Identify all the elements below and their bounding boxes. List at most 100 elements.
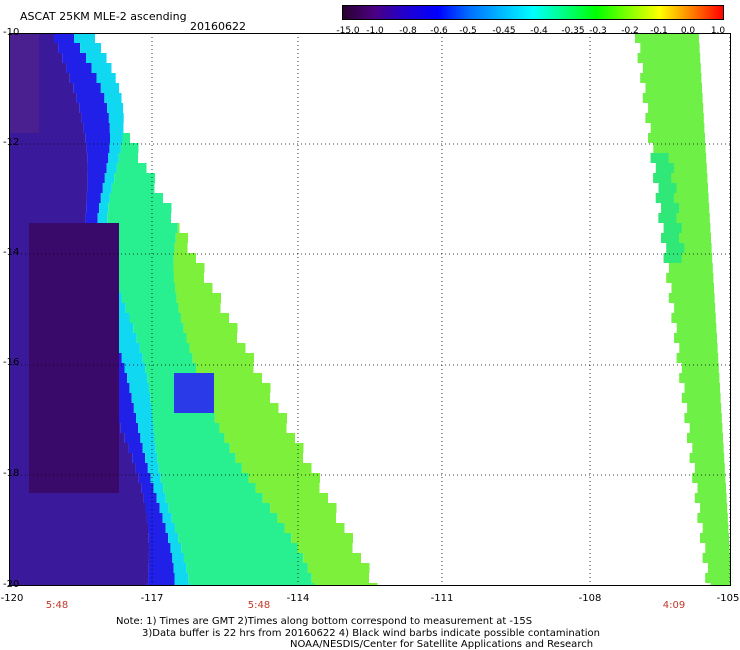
swath-right-cell — [684, 413, 722, 423]
swath-cell-teal — [147, 373, 200, 383]
swath-cell-teal — [112, 263, 174, 273]
colorbar-label: -0.35 — [561, 26, 585, 36]
swath-right-cell — [676, 353, 719, 363]
note-line-3: NOAA/NESDIS/Center for Satellite Applica… — [290, 639, 594, 650]
swath-right-cell — [661, 203, 710, 213]
x-tick-label: -120 — [0, 593, 24, 604]
swath-right-cell — [642, 63, 701, 73]
swath-cell-cyan — [145, 453, 158, 463]
swath-right-cell — [687, 433, 723, 443]
swath-cell-teal — [171, 513, 278, 523]
swath-cell-teal — [165, 493, 263, 503]
swath-cell-teal — [107, 213, 171, 223]
swath-cell-cyan — [109, 313, 130, 323]
swath-cell-blue — [120, 423, 139, 433]
colorbar-label: -1.0 — [366, 26, 384, 36]
swath-right-cell — [645, 83, 702, 93]
swath-cell-blue — [128, 443, 143, 453]
swath-right-cell — [650, 153, 669, 163]
swath-right-cell — [661, 233, 679, 243]
swath-cell-green — [192, 353, 254, 363]
colorbar-label: -0.8 — [399, 26, 417, 36]
colorbar-label: -0.1 — [650, 26, 668, 36]
swath-cell-green — [177, 223, 180, 233]
swath-right-cell — [697, 513, 728, 523]
swath-cell-purple — [9, 173, 88, 183]
swath-right-cell — [674, 333, 717, 343]
swath-cell-blue — [87, 153, 109, 163]
swath-right-cell — [707, 563, 730, 573]
swath-right-cell — [681, 363, 719, 373]
swath-right-cell — [663, 223, 682, 233]
swath-cell-blue — [146, 513, 163, 523]
swath-right-cell — [640, 43, 700, 53]
swath-right-cell — [689, 453, 725, 463]
swath-right-cell — [666, 243, 685, 253]
swath-right-cell — [655, 193, 709, 203]
swath-right-cell — [700, 503, 728, 513]
swath-cell-cyan — [135, 413, 153, 423]
swath-cell-teal — [183, 553, 304, 563]
swath-cell-cyan — [173, 563, 187, 573]
swath-cell-cyan — [121, 353, 143, 363]
swath-cell-green — [199, 373, 262, 383]
swath-cell-cyan — [170, 543, 182, 553]
swath-right-cell — [689, 423, 723, 433]
swath-cell-green — [284, 523, 345, 533]
swath-cell-purple — [9, 533, 149, 543]
swath-cell-cyan — [85, 53, 107, 63]
swath-cell-green — [229, 443, 304, 453]
swath-cell-cyan — [115, 333, 137, 343]
colorbar-label: -0.3 — [589, 26, 607, 36]
swath-cell-purple — [9, 123, 84, 133]
swath-right-cell — [653, 173, 672, 183]
swath-cell-teal — [168, 503, 271, 513]
swath-cell-blue — [58, 43, 81, 53]
time-label: 5:48 — [247, 600, 271, 611]
swath-right-cell — [663, 223, 711, 233]
swath-cell-green — [186, 333, 237, 343]
swath-cell-teal — [114, 273, 174, 283]
swath-cell-green — [297, 543, 353, 553]
swath-right-cell — [697, 483, 726, 493]
swath-right-cell — [681, 393, 721, 403]
swath-core — [29, 223, 119, 493]
colorbar-label: -0.5 — [459, 26, 477, 36]
data-layer — [9, 33, 730, 586]
swath-cell-cyan — [99, 203, 109, 213]
swath-cell-purple — [9, 493, 144, 503]
swath-right-cell — [702, 553, 730, 563]
swath-right-cell — [668, 263, 713, 273]
swath-cell-green — [219, 423, 287, 433]
swath-cell-blue — [85, 213, 98, 223]
swath-cell-green — [196, 363, 254, 373]
swath-cell-purple — [9, 153, 88, 163]
swath-cell-cyan — [100, 193, 110, 203]
swath-cell-green — [175, 233, 188, 243]
x-tick-label: -111 — [430, 593, 454, 604]
swath-cell-teal — [111, 183, 155, 193]
swath-cell-green — [224, 433, 295, 443]
swath-cell-blue — [83, 123, 110, 133]
swath-cell-teal — [118, 153, 138, 163]
swath-right-cell — [705, 543, 730, 553]
swath-cell-cyan — [127, 373, 148, 383]
swath-cell-cyan — [108, 153, 119, 163]
swath-cell-blue — [116, 413, 136, 423]
swath-cell-teal — [118, 283, 176, 293]
swath-cell-purple — [9, 183, 88, 193]
swath-cell-blue — [148, 553, 173, 563]
swath-cell-cyan — [165, 523, 175, 533]
swath-right-cell — [702, 523, 729, 533]
swath-right-cell — [658, 213, 710, 223]
swath-cell-blue — [147, 583, 175, 586]
swath-cell-cyan — [162, 513, 172, 523]
swath-right-cell — [676, 323, 717, 333]
swath-right-cell — [684, 383, 720, 393]
swath-cell-blue — [138, 473, 151, 483]
swath-cell-blue — [76, 93, 105, 103]
swath-cell-cyan — [138, 423, 154, 433]
swath-cell-purple — [9, 113, 82, 123]
swath-cell-cyan — [156, 493, 166, 503]
swath-cell-teal — [153, 423, 220, 433]
